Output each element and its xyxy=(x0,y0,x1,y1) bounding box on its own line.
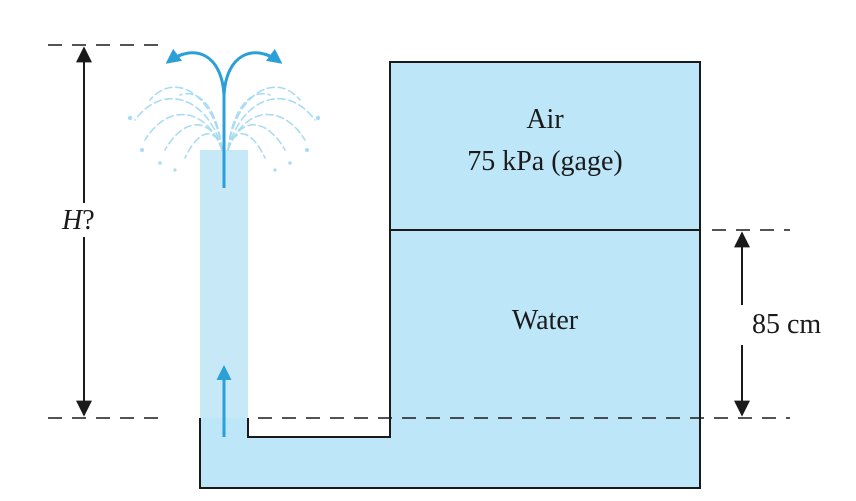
water-depth-label: 85 cm xyxy=(752,309,821,340)
tank-outline xyxy=(199,61,701,489)
air-region xyxy=(390,62,700,230)
water-label: Water xyxy=(512,305,579,336)
height-label: H? xyxy=(61,205,95,236)
reference-lines xyxy=(48,44,790,419)
spray-left-arrow xyxy=(165,48,226,96)
fountain-spray xyxy=(134,86,316,159)
air-pressure-label: 75 kPa (gage) xyxy=(467,146,623,177)
spray-right-arrow xyxy=(222,48,283,96)
air-label: Air xyxy=(526,104,564,135)
spray-droplets xyxy=(127,115,321,172)
water-body xyxy=(200,230,700,488)
